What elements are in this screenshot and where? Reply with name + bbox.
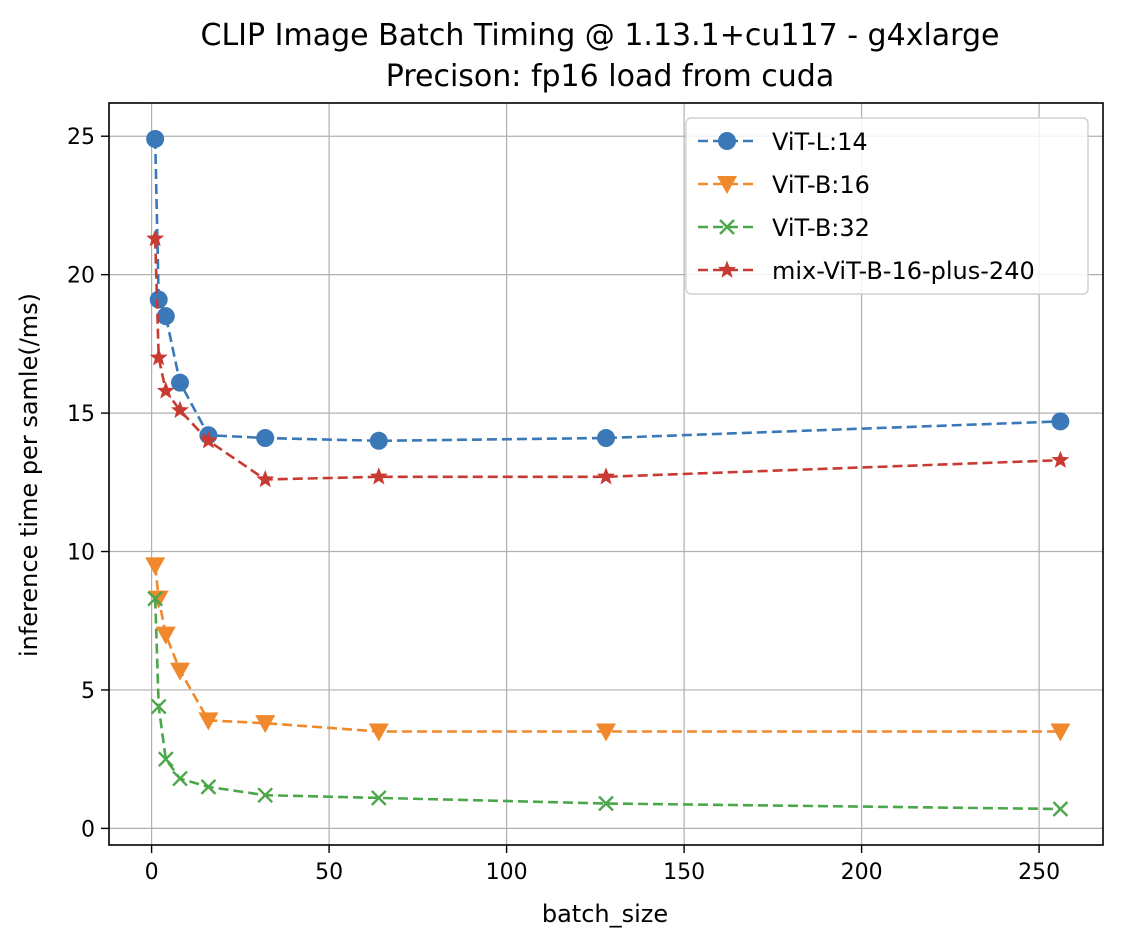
data-point — [1051, 450, 1070, 468]
series-line — [153, 598, 1061, 811]
y-tick-label: 0 — [81, 817, 95, 842]
legend-marker — [719, 219, 735, 235]
y-tick-label: 15 — [67, 402, 95, 427]
data-point — [1050, 723, 1071, 742]
data-point — [1052, 801, 1069, 817]
series-2 — [145, 557, 1071, 742]
y-tick-label: 5 — [81, 679, 95, 704]
legend-marker — [718, 260, 736, 278]
x-tick-label: 150 — [663, 860, 705, 885]
data-point — [597, 429, 615, 448]
data-point — [146, 229, 165, 247]
x-tick-label: 200 — [841, 860, 883, 885]
data-point — [148, 590, 169, 609]
data-point — [1051, 412, 1070, 431]
data-point — [155, 626, 176, 645]
legend-box — [685, 117, 1089, 295]
legend-label: ViT-L:14 — [772, 128, 868, 156]
data-point — [149, 290, 168, 309]
data-point — [156, 307, 175, 326]
data-point — [256, 470, 275, 488]
legend-marker — [717, 176, 737, 194]
legend-label: mix-ViT-B-16-plus-240 — [772, 257, 1035, 285]
x-tick-label: 0 — [145, 860, 159, 885]
series-3 — [147, 590, 1069, 817]
data-point — [255, 715, 276, 734]
data-point — [199, 431, 218, 449]
data-point — [170, 662, 190, 681]
axis-ticks: 0 50 100 150 200 250 0 5 10 15 20 25 — [67, 125, 1060, 885]
series-4 — [146, 229, 1070, 488]
data-point — [150, 698, 167, 715]
data-point — [149, 348, 168, 366]
y-axis-label: inference time per samle(/ms) — [15, 293, 43, 657]
data-point — [368, 723, 389, 742]
data-point — [146, 129, 165, 148]
data-point — [596, 723, 616, 742]
series-line — [153, 565, 1061, 733]
x-tick-label: 100 — [486, 860, 528, 885]
data-point — [597, 467, 615, 485]
data-point — [171, 400, 189, 418]
data-point — [172, 770, 188, 787]
chart-subtitle: Precison: fp16 load from cuda — [386, 59, 834, 94]
series-layer — [145, 129, 1071, 817]
x-tick-label: 50 — [315, 860, 343, 885]
data-point — [370, 790, 387, 806]
data-point — [257, 787, 274, 804]
data-point — [256, 429, 275, 448]
y-tick-label: 10 — [67, 541, 95, 566]
x-axis-label: batch_size — [542, 900, 668, 928]
y-tick-label: 20 — [67, 264, 95, 289]
data-point — [157, 751, 174, 768]
data-point — [369, 431, 388, 450]
data-point — [198, 712, 219, 731]
legend-label: ViT-B:32 — [772, 214, 870, 242]
data-point — [171, 373, 189, 392]
x-tick-label: 250 — [1018, 860, 1060, 885]
legend: ViT-L:14 ViT-B:16 ViT-B:32 mix-ViT-B-16-plu… — [685, 117, 1089, 295]
plot-frame — [108, 102, 1104, 846]
data-point — [145, 557, 166, 576]
data-point — [156, 381, 175, 399]
data-point — [200, 779, 217, 795]
y-tick-label: 25 — [67, 125, 95, 150]
legend-label: ViT-B:16 — [772, 171, 870, 199]
data-point — [147, 590, 163, 607]
chart-title: CLIP Image Batch Timing @ 1.13.1+cu117 -… — [201, 18, 1000, 53]
legend-marker — [718, 132, 736, 150]
data-point — [598, 795, 614, 812]
data-point — [369, 467, 388, 485]
